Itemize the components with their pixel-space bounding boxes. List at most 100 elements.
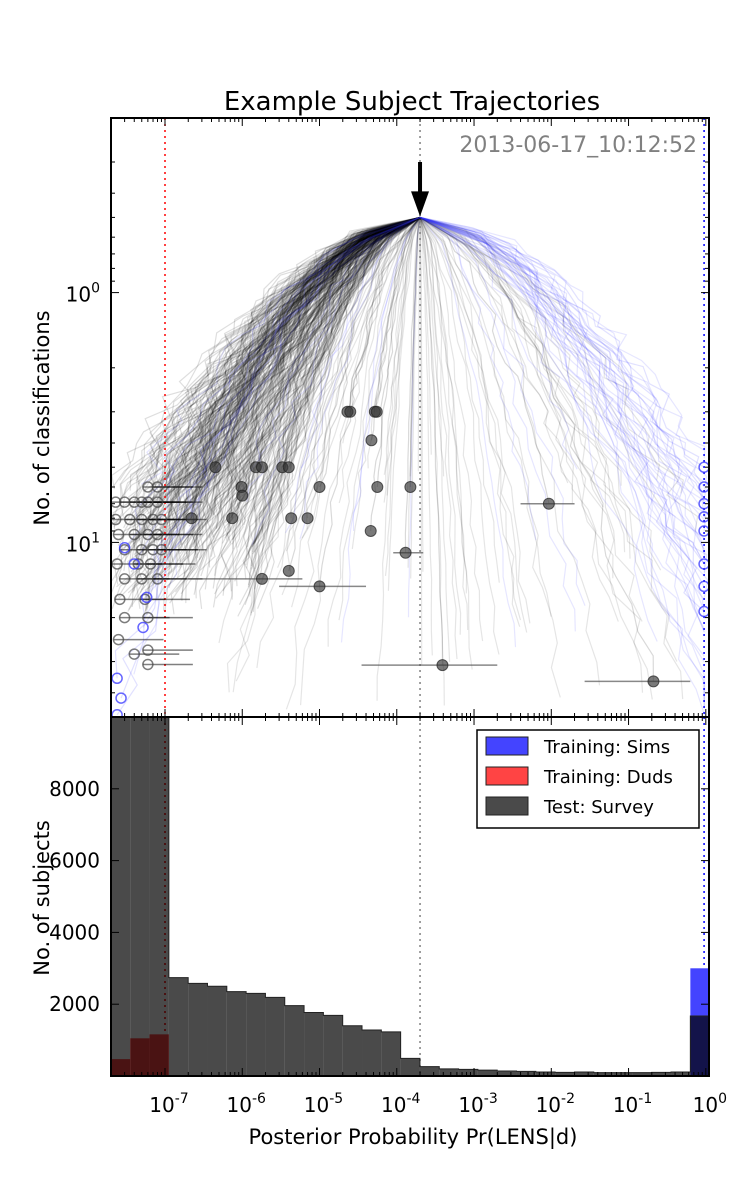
trajectory-line — [235, 216, 421, 587]
trajectory-line — [214, 216, 421, 595]
sims-trajectory-line — [116, 216, 421, 716]
trajectory-line — [195, 216, 421, 599]
trajectory-line — [188, 216, 421, 527]
trajectory-line — [253, 216, 421, 553]
trajectory-line — [175, 216, 421, 519]
trajectory-line — [135, 216, 421, 482]
survey-marker-open — [111, 558, 123, 570]
trajectory-line — [199, 216, 421, 571]
trajectory-line — [208, 216, 421, 539]
trajectory-line — [147, 216, 421, 581]
trajectory-line — [119, 216, 421, 499]
trajectory-line — [174, 216, 421, 593]
trajectory-line — [156, 216, 421, 513]
trajectory-line — [140, 216, 421, 551]
trajectory-line — [140, 216, 421, 561]
trajectory-line — [146, 216, 421, 610]
trajectory-line — [204, 216, 421, 590]
sims-trajectory-line — [419, 216, 706, 518]
trajectory-line — [247, 216, 421, 485]
trajectory-line — [370, 217, 421, 441]
trajectory-line — [338, 216, 421, 504]
histogram-bar-survey — [516, 1071, 536, 1076]
trajectory-line — [419, 217, 468, 594]
sims-trajectory-line — [419, 216, 705, 517]
trajectory-line — [230, 216, 421, 517]
trajectory-line — [182, 216, 421, 579]
trajectory-line — [183, 216, 421, 561]
trajectory-line — [305, 216, 421, 530]
trajectory-line — [170, 216, 421, 497]
survey-marker-filled — [236, 489, 249, 502]
trajectory-line — [188, 216, 421, 493]
trajectory-line — [198, 216, 421, 560]
trajectory-line — [376, 217, 421, 488]
x-tick-label: 10-6 — [227, 1091, 267, 1117]
trajectory-line — [131, 216, 421, 608]
trajectory-line — [376, 217, 421, 701]
trajectory-line — [182, 216, 421, 485]
trajectory-line — [250, 216, 421, 567]
trajectory-line — [409, 217, 421, 488]
legend-label-sims: Training: Sims — [543, 737, 670, 758]
trajectory-line — [143, 216, 421, 538]
trajectory-line — [285, 216, 421, 552]
trajectory-line — [113, 216, 421, 585]
survey-marker-open — [144, 558, 157, 570]
trajectory-line — [170, 216, 421, 502]
trajectory-line — [227, 216, 421, 525]
trajectory-line — [386, 217, 421, 496]
trajectory-line — [227, 216, 421, 531]
histogram-bar-survey — [574, 1072, 594, 1076]
survey-marker-filled — [370, 405, 383, 418]
trajectory-line — [181, 216, 421, 481]
trajectory-line — [136, 216, 421, 570]
x-axis-label: Posterior Probability Pr(LENS|d) — [249, 1125, 578, 1150]
bottom-panel-frame — [110, 716, 710, 1077]
trajectory-line — [250, 216, 421, 616]
trajectory-line — [133, 216, 421, 531]
trajectory-line — [143, 216, 421, 484]
survey-marker-filled — [647, 675, 660, 688]
trajectory-line — [178, 216, 421, 568]
histogram-bar-survey — [362, 1030, 382, 1076]
legend-label-duds: Training: Duds — [543, 767, 673, 788]
trajectory-line — [370, 217, 421, 532]
histogram-bar-survey — [497, 1070, 517, 1076]
sims-trajectory-line — [299, 216, 421, 540]
trajectory-line — [419, 217, 424, 572]
trajectory-line — [238, 216, 421, 605]
chart-title: Example Subject Trajectories — [224, 87, 600, 117]
trajectory-line — [130, 216, 421, 527]
histogram-bar-survey — [535, 1072, 556, 1076]
trajectory-line — [419, 216, 654, 682]
survey-marker-filled — [209, 461, 222, 474]
histogram-bar-survey — [284, 1005, 305, 1076]
sims-trajectory-line — [419, 216, 708, 500]
trajectory-line — [259, 216, 421, 468]
trajectory-line — [242, 216, 421, 492]
sims-trajectory-line — [251, 216, 421, 546]
survey-marker-open — [112, 528, 125, 541]
trajectory-line — [201, 216, 421, 484]
sims-trajectory-line — [419, 216, 709, 598]
trajectory-line — [223, 216, 421, 507]
trajectory-line — [419, 217, 451, 662]
trajectory-line — [192, 216, 421, 484]
trajectory-line — [419, 216, 653, 700]
sims-marker-open — [698, 481, 709, 493]
trajectory-line — [202, 216, 421, 516]
trajectory-line — [349, 217, 421, 412]
trajectory-line — [193, 216, 421, 485]
trajectory-line — [166, 216, 421, 599]
survey-marker-filled — [255, 572, 268, 585]
trajectory-line — [118, 216, 421, 517]
trajectory-line — [281, 216, 421, 468]
trajectory-line — [288, 216, 421, 468]
sims-trajectory-line — [246, 216, 421, 502]
legend-swatch-duds — [485, 766, 529, 786]
survey-marker-open — [155, 513, 168, 526]
trajectory-line — [288, 216, 421, 572]
timestamp-annotation: 2013-06-17_10:12:52 — [459, 133, 697, 158]
